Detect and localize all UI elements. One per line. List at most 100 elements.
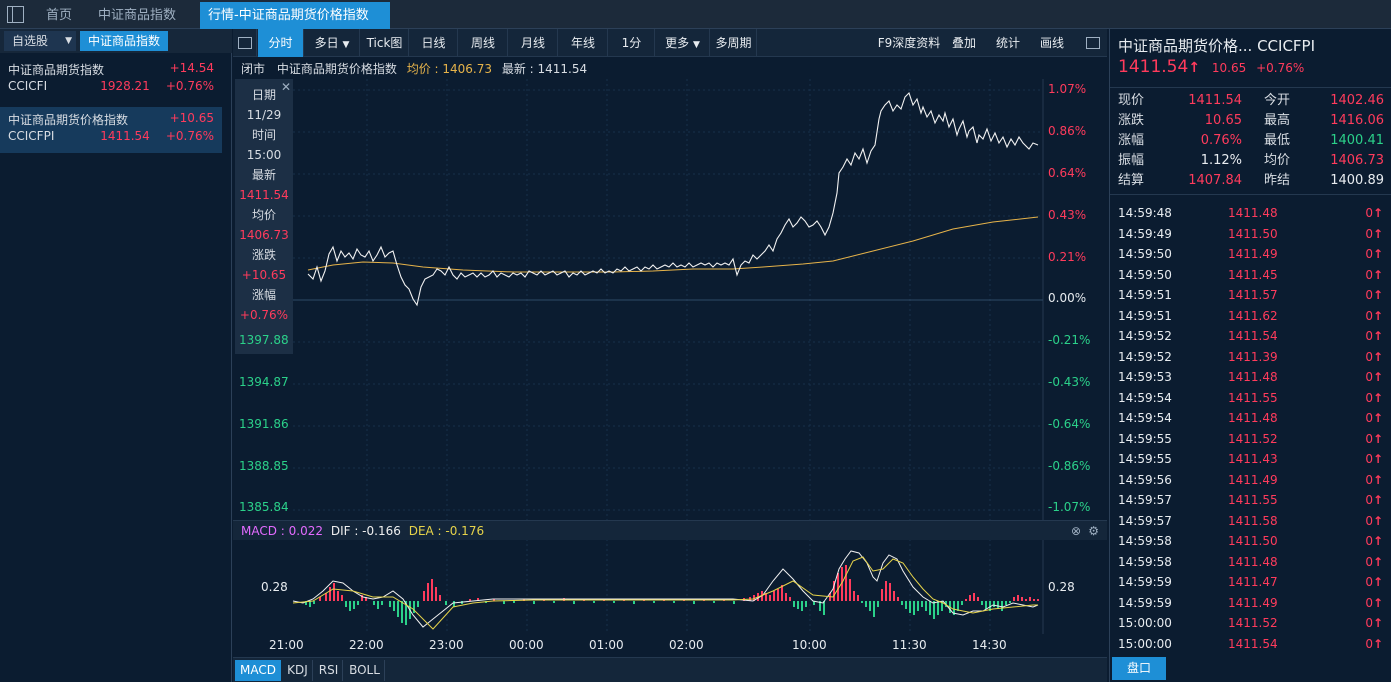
macd-chart	[292, 550, 1039, 630]
tick-row: 14:59:55 1411.52 0 ↑	[1118, 429, 1383, 449]
macd-bar	[773, 591, 775, 601]
up-arrow-icon: ↑	[1372, 595, 1383, 610]
tick-price: 1411.49	[1228, 472, 1278, 487]
item-code: CCICFPI	[8, 129, 55, 143]
macd-bar	[405, 601, 407, 625]
btn-overlay[interactable]: 叠加	[951, 36, 976, 50]
tooltip-date-label: 日期	[251, 88, 276, 102]
btn-tick[interactable]: Tick图	[361, 29, 409, 57]
tick-volume: 0	[1365, 534, 1373, 548]
close-icon[interactable]: ✕	[280, 80, 291, 94]
stat-value: 1411.54	[1188, 93, 1242, 108]
sidebar-toggle-icon[interactable]	[7, 6, 24, 23]
avg-price-line	[307, 216, 1039, 273]
stat-row: 涨跌 10.65 最高 1416.06	[1118, 111, 1384, 131]
close-icon[interactable]: ⊗	[1070, 524, 1081, 538]
tick-time: 14:59:57	[1118, 493, 1172, 507]
macd-bar	[857, 595, 859, 601]
tab-kdj[interactable]: KDJ	[283, 660, 313, 681]
order-book-button[interactable]: 盘口	[1112, 657, 1166, 680]
dropdown-icon: ▼	[342, 40, 350, 50]
stat-label: 结算	[1118, 173, 1145, 188]
tick-time: 14:59:48	[1118, 206, 1172, 220]
dropdown-icon[interactable]: ▼	[65, 36, 72, 46]
stat-value: 1407.84	[1188, 173, 1242, 188]
tick-price: 1411.54	[1228, 329, 1278, 343]
tab-boll[interactable]: BOLL	[345, 660, 385, 681]
pct-tick: 0.21%	[1048, 250, 1087, 264]
up-arrow-icon: ↑	[1372, 554, 1383, 569]
btn-daily[interactable]: 日线	[410, 29, 458, 57]
macd-bar	[937, 601, 939, 615]
macd-bar	[319, 597, 321, 601]
btn-f9[interactable]: F9深度资料	[877, 36, 941, 50]
quote-title: 中证商品期货价格... CCICFPI	[1118, 37, 1316, 55]
macd-bar	[469, 599, 471, 601]
tick-volume: 0	[1365, 575, 1373, 589]
btn-stats[interactable]: 统计	[995, 36, 1020, 50]
watchlist-panel: 自选股 ▼ 中证商品指数 中证商品期货指数 +14.54 CCICFI 1928.21…	[0, 29, 232, 682]
btn-yearly[interactable]: 年线	[559, 29, 608, 57]
macd-bar	[417, 601, 419, 607]
btn-multiday[interactable]: 多日 ▼	[305, 29, 360, 57]
tick-volume: 0	[1365, 452, 1373, 466]
macd-bar	[797, 601, 799, 609]
tick-volume: 0	[1365, 411, 1373, 425]
macd-bar	[513, 601, 515, 603]
pct-tick: -1.07%	[1048, 500, 1091, 514]
list-item-selected[interactable]: 中证商品期货价格指数 +10.65 CCICFPI 1411.54 +0.76%	[0, 107, 222, 153]
pct-tick: -0.21%	[1048, 333, 1091, 347]
tab-quote[interactable]: 行情-中证商品期货价格指数✕	[200, 2, 390, 50]
tick-row: 14:59:55 1411.43 0 ↑	[1118, 449, 1383, 469]
time-tick: 01:00	[589, 638, 624, 652]
macd-bar	[823, 601, 825, 615]
tick-volume: 0	[1365, 493, 1373, 507]
panel-toggle-icon[interactable]	[1081, 29, 1105, 57]
tab-commodity-index[interactable]: 中证商品指数	[98, 8, 177, 23]
price-tick: 1391.86	[239, 417, 289, 431]
tick-time: 14:59:49	[1118, 226, 1172, 241]
tick-row: 14:59:50 1411.49 0 ↑	[1118, 244, 1383, 264]
macd-bar	[785, 593, 787, 601]
tick-time: 14:59:54	[1118, 390, 1172, 405]
btn-1min[interactable]: 1分	[609, 29, 655, 57]
macd-bar	[921, 601, 923, 607]
macd-bar	[357, 601, 359, 605]
dea-line	[292, 556, 1038, 630]
pct-tick: -0.64%	[1048, 417, 1091, 431]
btn-monthly[interactable]: 月线	[509, 29, 558, 57]
tooltip-pct-label: 涨幅	[251, 288, 276, 302]
list-item[interactable]: 中证商品期货指数 +14.54 CCICFI 1928.21 +0.76%	[0, 59, 222, 99]
tab-home[interactable]: 首页	[46, 8, 73, 23]
stat-label: 最高	[1264, 113, 1291, 128]
btn-more[interactable]: 更多 ▼	[656, 29, 710, 57]
gear-icon[interactable]: ⚙	[1088, 524, 1099, 538]
macd-bar	[997, 601, 999, 609]
layout-icon[interactable]	[233, 29, 257, 57]
btn-multiperiod[interactable]: 多周期	[711, 29, 757, 57]
btn-timeshare[interactable]: 分时	[258, 29, 304, 57]
stat-label: 昨结	[1264, 173, 1291, 188]
tick-price: 1411.54	[1228, 636, 1278, 651]
tooltip-time: 15:00	[246, 148, 282, 162]
macd-bar	[349, 601, 351, 611]
up-arrow-icon: ↑	[1372, 370, 1383, 384]
tick-row: 15:00:00 1411.52 0 ↑	[1118, 613, 1383, 633]
btn-draw[interactable]: 画线	[1039, 36, 1064, 50]
tab-commodity-list[interactable]: 中证商品指数	[80, 31, 168, 51]
tick-time: 14:59:51	[1118, 288, 1172, 302]
stat-row: 涨幅 0.76% 最低 1400.41	[1118, 131, 1384, 151]
crosshair-tooltip: ✕ 日期 11/29 时间 15:00 最新 1411.54 均价 1406.7…	[235, 79, 293, 354]
macd-bar	[781, 585, 783, 601]
btn-weekly[interactable]: 周线	[459, 29, 508, 57]
tick-price: 1411.49	[1228, 247, 1278, 261]
macd-bar	[435, 587, 437, 601]
stat-label: 均价	[1264, 153, 1291, 168]
tab-watchlist[interactable]: 自选股 ▼	[4, 31, 76, 51]
tick-time: 14:59:51	[1118, 308, 1172, 323]
tick-row: 14:59:52 1411.54 0 ↑	[1118, 326, 1383, 346]
macd-bar	[377, 601, 379, 609]
tab-rsi[interactable]: RSI	[315, 660, 343, 681]
pct-tick: 0.86%	[1048, 124, 1087, 138]
tab-macd[interactable]: MACD	[235, 660, 281, 681]
